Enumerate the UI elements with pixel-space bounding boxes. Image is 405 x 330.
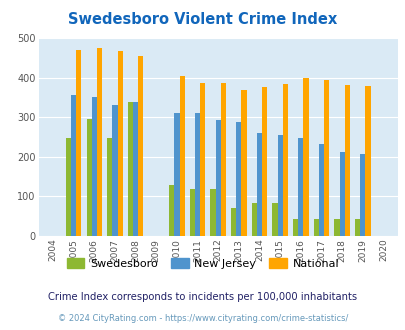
Bar bbox=[256, 133, 262, 236]
Bar bbox=[86, 119, 92, 236]
Bar bbox=[323, 80, 328, 236]
Bar bbox=[76, 50, 81, 236]
Bar bbox=[179, 76, 184, 236]
Bar bbox=[282, 84, 287, 236]
Bar bbox=[292, 219, 298, 236]
Bar bbox=[66, 138, 71, 236]
Bar bbox=[334, 219, 339, 236]
Bar bbox=[298, 138, 303, 236]
Bar bbox=[364, 86, 370, 236]
Bar bbox=[71, 95, 76, 236]
Bar bbox=[92, 97, 97, 236]
Bar bbox=[359, 154, 364, 236]
Bar bbox=[251, 204, 256, 236]
Bar bbox=[133, 102, 138, 236]
Bar bbox=[262, 87, 266, 236]
Bar bbox=[272, 204, 277, 236]
Bar bbox=[190, 189, 194, 236]
Bar bbox=[313, 219, 318, 236]
Bar bbox=[174, 113, 179, 236]
Bar bbox=[236, 122, 241, 236]
Bar bbox=[194, 113, 200, 236]
Bar bbox=[169, 185, 174, 236]
Bar bbox=[277, 135, 282, 236]
Text: © 2024 CityRating.com - https://www.cityrating.com/crime-statistics/: © 2024 CityRating.com - https://www.city… bbox=[58, 314, 347, 323]
Bar bbox=[354, 219, 359, 236]
Bar bbox=[303, 78, 308, 236]
Bar bbox=[339, 152, 344, 236]
Bar bbox=[112, 105, 117, 236]
Bar bbox=[220, 83, 226, 236]
Bar bbox=[344, 85, 349, 236]
Bar bbox=[117, 51, 122, 236]
Legend: Swedesboro, New Jersey, National: Swedesboro, New Jersey, National bbox=[62, 254, 343, 273]
Bar bbox=[318, 145, 323, 236]
Bar bbox=[210, 189, 215, 236]
Bar bbox=[107, 138, 112, 236]
Bar bbox=[97, 48, 102, 236]
Text: Swedesboro Violent Crime Index: Swedesboro Violent Crime Index bbox=[68, 12, 337, 26]
Bar bbox=[138, 56, 143, 236]
Bar bbox=[128, 102, 133, 236]
Bar bbox=[230, 208, 236, 236]
Bar bbox=[215, 120, 220, 236]
Bar bbox=[200, 83, 205, 236]
Bar bbox=[241, 90, 246, 236]
Text: Crime Index corresponds to incidents per 100,000 inhabitants: Crime Index corresponds to incidents per… bbox=[48, 292, 357, 302]
